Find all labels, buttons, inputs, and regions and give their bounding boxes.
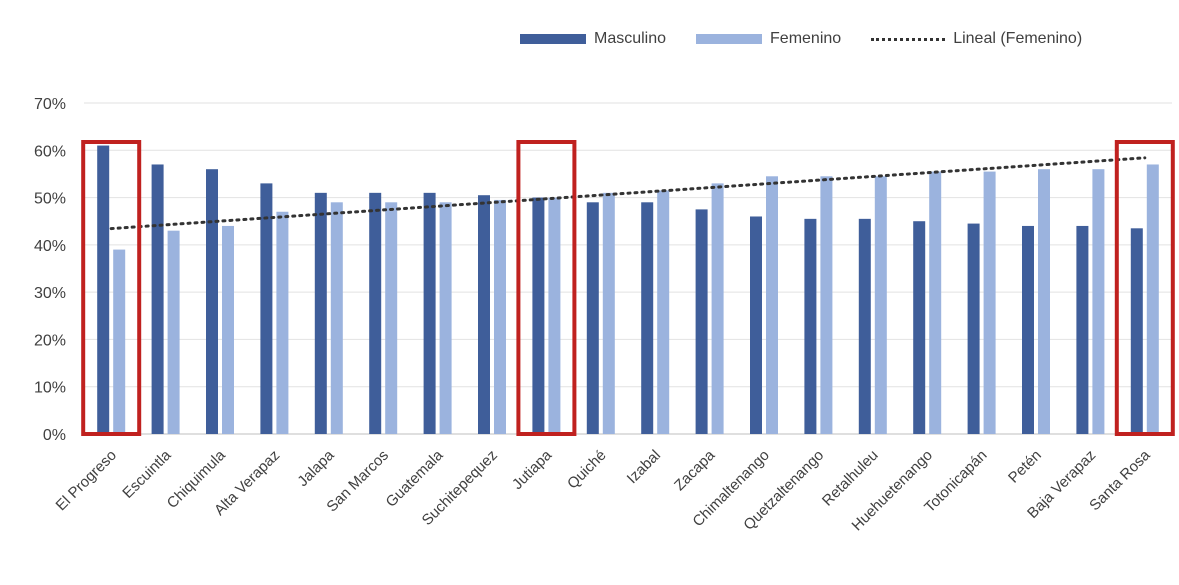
bar-masculino xyxy=(913,221,926,434)
bar-masculino xyxy=(151,164,164,434)
legend-label-femenino: Femenino xyxy=(770,30,842,47)
y-tick-label: 60% xyxy=(34,143,66,160)
bar-femenino xyxy=(276,211,289,434)
y-tick-label: 30% xyxy=(34,285,66,302)
bar-femenino xyxy=(657,190,670,434)
legend-label-masculino: Masculino xyxy=(594,30,667,47)
legend-swatch-masculino xyxy=(520,34,586,44)
bar-masculino xyxy=(206,169,218,434)
x-tick-label: Zacapa xyxy=(671,446,719,494)
legend-item-masculino: Masculino xyxy=(520,30,666,48)
x-tick-label: Quiché xyxy=(564,447,610,493)
legend-item-femenino: Femenino xyxy=(696,30,841,48)
bar-femenino xyxy=(548,197,561,434)
x-tick-label: Jutiapa xyxy=(509,446,556,493)
bar-femenino xyxy=(113,249,126,434)
y-tick-label: 10% xyxy=(34,380,66,397)
x-tick-label: Izabal xyxy=(624,447,664,487)
bar-masculino xyxy=(695,209,708,434)
legend-label-trendline: Lineal (Femenino) xyxy=(953,30,1083,47)
bar-femenino xyxy=(439,202,452,434)
bar-femenino xyxy=(929,171,942,435)
bar-femenino xyxy=(874,176,887,435)
bar-masculino xyxy=(641,202,654,434)
bar-masculino xyxy=(586,202,599,434)
x-tick-label: Jalapa xyxy=(294,446,338,490)
bar-femenino xyxy=(711,183,724,434)
bar-femenino xyxy=(167,230,180,434)
bar-masculino xyxy=(1076,225,1089,434)
bar-masculino xyxy=(750,216,762,434)
bar-femenino xyxy=(1092,169,1105,434)
bar-masculino xyxy=(858,218,871,434)
bar-femenino xyxy=(820,176,833,435)
bar-femenino xyxy=(602,192,615,434)
legend-swatch-femenino xyxy=(696,34,763,44)
bar-masculino xyxy=(532,197,545,434)
bar-masculino xyxy=(423,192,436,434)
bar-femenino xyxy=(1146,164,1159,434)
x-tick-label: Escuintla xyxy=(119,446,175,502)
bar-femenino xyxy=(766,176,778,435)
bar-femenino xyxy=(1038,169,1050,434)
y-tick-label: 70% xyxy=(34,96,66,113)
highlight-box xyxy=(516,140,577,436)
x-tick-label: Petén xyxy=(1005,447,1045,487)
bar-femenino xyxy=(983,171,996,435)
bar-masculino xyxy=(314,192,327,434)
highlight-box xyxy=(81,140,142,436)
y-tick-label: 20% xyxy=(34,332,66,349)
bar-masculino xyxy=(1130,228,1143,434)
legend-item-trendline: Lineal (Femenino) xyxy=(871,30,1082,48)
chart-legend: Masculino Femenino Lineal (Femenino) xyxy=(520,30,1082,48)
bar-masculino xyxy=(97,145,110,435)
trendline xyxy=(109,156,1147,231)
bar-masculino xyxy=(478,195,490,434)
bar-femenino xyxy=(330,202,343,434)
bar-femenino xyxy=(385,202,398,434)
bar-masculino xyxy=(369,192,382,434)
bar-masculino xyxy=(260,183,273,434)
y-tick-label: 50% xyxy=(34,191,66,208)
y-tick-label: 40% xyxy=(34,238,66,255)
bar-masculino xyxy=(804,218,817,434)
y-tick-label: 0% xyxy=(43,427,66,444)
bar-masculino xyxy=(967,223,980,434)
x-tick-label: El Progreso xyxy=(53,447,120,514)
legend-swatch-trendline xyxy=(871,37,946,41)
bar-masculino xyxy=(1022,225,1034,434)
highlight-box xyxy=(1114,140,1175,436)
bar-femenino xyxy=(222,225,234,434)
bar-femenino xyxy=(494,199,506,434)
